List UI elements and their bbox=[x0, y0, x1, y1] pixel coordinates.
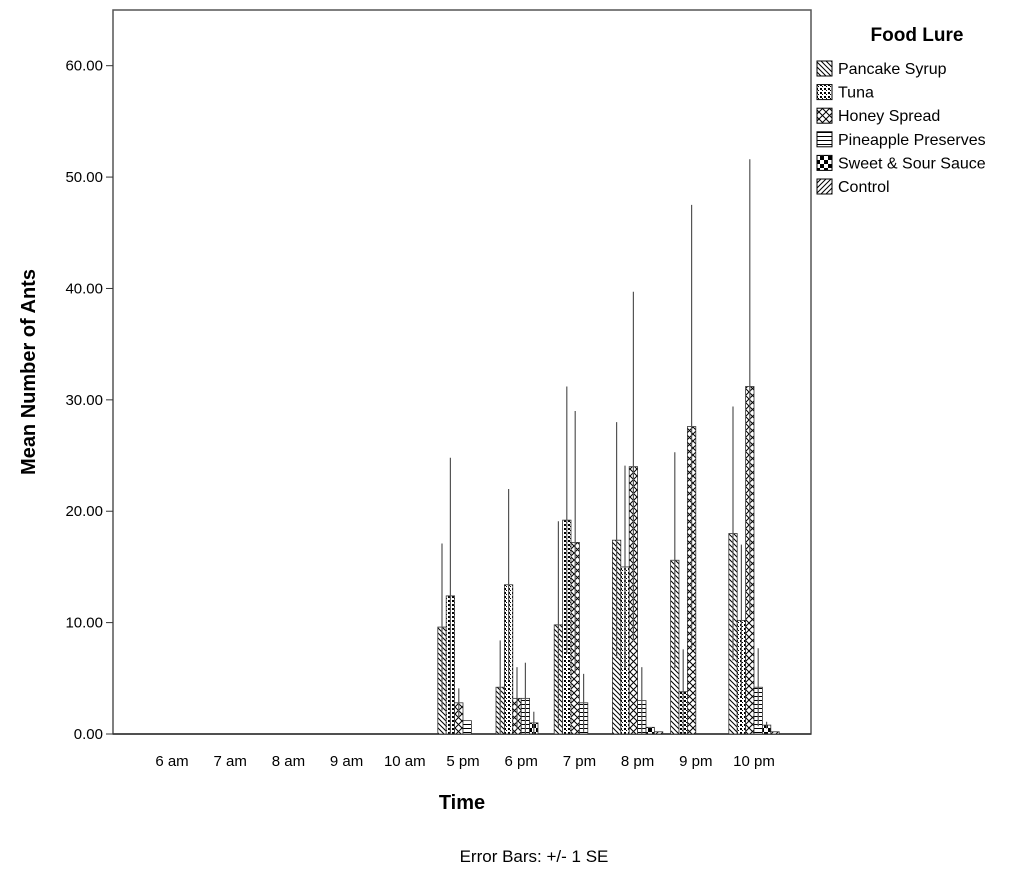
y-tick-label: 30.00 bbox=[65, 392, 103, 409]
y-tick-label: 60.00 bbox=[65, 58, 103, 75]
x-tick-label: 7 am bbox=[214, 753, 247, 770]
plot-frame bbox=[112, 9, 812, 735]
legend-swatch bbox=[816, 107, 833, 124]
legend-title: Food Lure bbox=[871, 25, 964, 46]
legend-entry-label: Control bbox=[838, 179, 890, 196]
legend-swatch bbox=[816, 60, 833, 77]
y-tick-label: 20.00 bbox=[65, 503, 103, 520]
legend-swatch bbox=[816, 131, 833, 148]
bar bbox=[645, 726, 655, 735]
x-tick-label: 6 am bbox=[155, 753, 188, 770]
bar bbox=[654, 731, 664, 735]
legend-entry-label: Honey Spread bbox=[838, 108, 940, 125]
x-tick-label: 10 pm bbox=[733, 753, 775, 770]
legend-entry-label: Pineapple Preserves bbox=[838, 132, 986, 149]
x-axis-title: Time bbox=[439, 792, 485, 814]
legend: Food Lure Pancake Syrup Tuna Honey Spread P… bbox=[816, 25, 986, 196]
bar bbox=[770, 731, 780, 735]
y-tick-label: 0.00 bbox=[74, 726, 103, 743]
legend-swatch bbox=[816, 84, 833, 101]
y-tick-label: 40.00 bbox=[65, 280, 103, 297]
legend-swatch bbox=[816, 178, 833, 195]
x-tick-label: 6 pm bbox=[505, 753, 538, 770]
x-tick-label: 5 pm bbox=[446, 753, 479, 770]
x-tick-label: 7 pm bbox=[563, 753, 596, 770]
x-tick-label: 9 pm bbox=[679, 753, 712, 770]
legend-swatch bbox=[816, 154, 833, 171]
x-tick-label: 10 am bbox=[384, 753, 426, 770]
x-tick-label: 8 am bbox=[272, 753, 305, 770]
y-axis-title: Mean Number of Ants bbox=[18, 269, 40, 475]
y-tick-label: 50.00 bbox=[65, 169, 103, 186]
bar bbox=[462, 720, 472, 735]
y-axis: 0.00 10.00 20.00 30.00 40.00 50.00 60.00 bbox=[65, 58, 113, 743]
legend-entry-label: Tuna bbox=[838, 85, 874, 102]
legend-entry-label: Pancake Syrup bbox=[838, 61, 947, 78]
error-bars-layer bbox=[441, 159, 768, 734]
x-tick-label: 8 pm bbox=[621, 753, 654, 770]
y-tick-label: 10.00 bbox=[65, 615, 103, 632]
legend-entry-label: Sweet & Sour Sauce bbox=[838, 155, 986, 172]
error-bars-footnote: Error Bars: +/- 1 SE bbox=[460, 847, 609, 866]
bars-layer bbox=[437, 386, 780, 735]
x-tick-label: 9 am bbox=[330, 753, 363, 770]
x-axis: 6 am 7 am 8 am 9 am 10 am 5 pm 6 pm 7 pm 8 pm 9 p… bbox=[113, 733, 811, 770]
